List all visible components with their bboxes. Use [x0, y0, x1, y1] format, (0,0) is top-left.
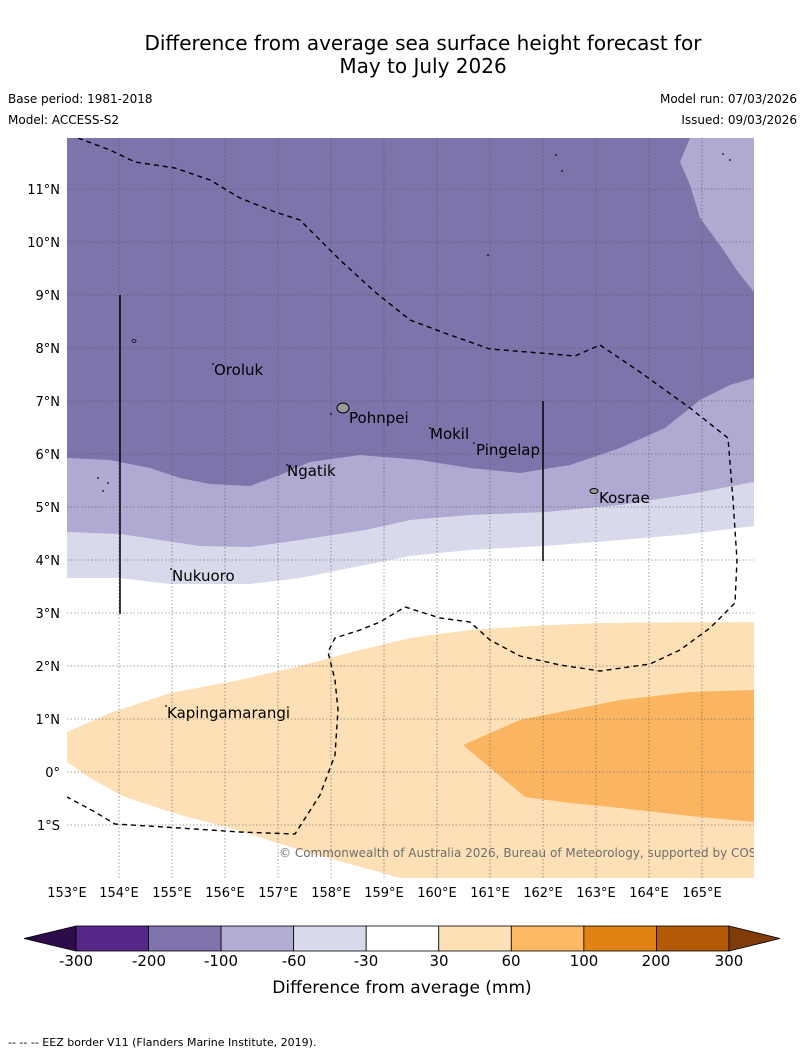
colorbar-swatch [365, 925, 440, 952]
lat-label: 7°N [36, 395, 61, 410]
lon-label: 158°E [311, 886, 351, 901]
place-name-nukuoro: Nukuoro [172, 567, 235, 585]
model-run-date: Model run: 07/03/2026 [659, 92, 797, 106]
lat-label: 1°S [37, 819, 60, 834]
colorbar [23, 925, 781, 952]
lat-label: 1°N [36, 713, 61, 728]
place-name-ngatik: Ngatik [287, 462, 336, 480]
lon-label: 164°E [629, 886, 669, 901]
lon-label: 156°E [205, 886, 245, 901]
lat-label: 4°N [36, 554, 61, 569]
light-orange-region [67, 622, 754, 878]
colorbar-swatch [583, 925, 657, 952]
map-title: Difference from average sea surface heig… [0, 32, 804, 78]
place-name-kapingamarangi: Kapingamarangi [167, 704, 290, 722]
place-name-mokil: Mokil [430, 425, 469, 443]
islet [131, 339, 137, 343]
place-name-kosrae: Kosrae [599, 489, 650, 507]
mid-orange-region [463, 690, 754, 822]
base-period: Base period: 1981-2018 [8, 92, 153, 106]
lon-label: 165°E [682, 886, 722, 901]
pohnpei-island [336, 402, 350, 414]
title-line-1: Difference from average sea surface heig… [144, 31, 702, 55]
lon-label: 162°E [523, 886, 563, 901]
lon-label: 157°E [258, 886, 298, 901]
lat-label: 10°N [27, 236, 60, 251]
lat-label: 8°N [36, 342, 61, 357]
colorbar-swatch [438, 925, 512, 952]
lat-label: 11°N [27, 183, 60, 198]
deep-purple-region [67, 138, 754, 486]
small-islets [97, 153, 731, 707]
place-name-pingelap: Pingelap [476, 441, 540, 459]
colorbar-tick: -30 [353, 952, 379, 970]
lon-label: 153°E [47, 886, 87, 901]
colorbar-extend-low [23, 925, 77, 952]
lon-label: 163°E [576, 886, 616, 901]
colorbar-tick: -100 [203, 952, 239, 970]
colorbar-tick: 60 [501, 952, 521, 970]
model-name: Model: ACCESS-S2 [8, 113, 120, 127]
lat-label: 2°N [36, 660, 61, 675]
colorbar-tick: 200 [641, 952, 671, 970]
lat-label: 5°N [36, 501, 61, 516]
copyright-note: © Commonwealth of Australia 2026, Bureau… [279, 846, 784, 860]
lon-label: 161°E [470, 886, 510, 901]
colorbar-swatch [510, 925, 585, 952]
colorbar-title: Difference from average (mm) [272, 978, 532, 998]
lat-label: 9°N [36, 289, 61, 304]
lat-label: 6°N [36, 448, 61, 463]
colorbar-swatch [220, 925, 295, 952]
lon-label: 159°E [364, 886, 404, 901]
colorbar-tick: -60 [281, 952, 307, 970]
lon-label: 155°E [152, 886, 192, 901]
colorbar-tick: -300 [58, 952, 94, 970]
place-name-pohnpei: Pohnpei [349, 409, 409, 427]
colorbar-extend-high [728, 925, 781, 952]
lon-label: 160°E [417, 886, 457, 901]
lat-label: 0° [45, 766, 60, 781]
colorbar-swatch [148, 925, 222, 952]
title-line-2: May to July 2026 [339, 54, 507, 78]
kosrae-island [589, 488, 599, 494]
colorbar-swatch [293, 925, 367, 952]
colorbar-tick: 300 [714, 952, 744, 970]
colorbar-tick: 100 [569, 952, 599, 970]
colorbar-swatch [75, 925, 149, 952]
issued-date: Issued: 09/03/2026 [681, 113, 797, 127]
colorbar-tick: -200 [131, 952, 167, 970]
graticule [67, 138, 754, 878]
lon-label: 154°E [99, 886, 139, 901]
eez-source-note: -- -- -- EEZ border V11 (Flanders Marine… [8, 1036, 317, 1049]
place-name-oroluk: Oroluk [214, 361, 263, 379]
colorbar-tick-labels: -300 -200 -100 -60 -30 30 60 100 200 300 [0, 952, 804, 972]
colorbar-tick: 30 [429, 952, 449, 970]
colorbar-swatch [656, 925, 730, 952]
lat-label: 3°N [36, 607, 61, 622]
